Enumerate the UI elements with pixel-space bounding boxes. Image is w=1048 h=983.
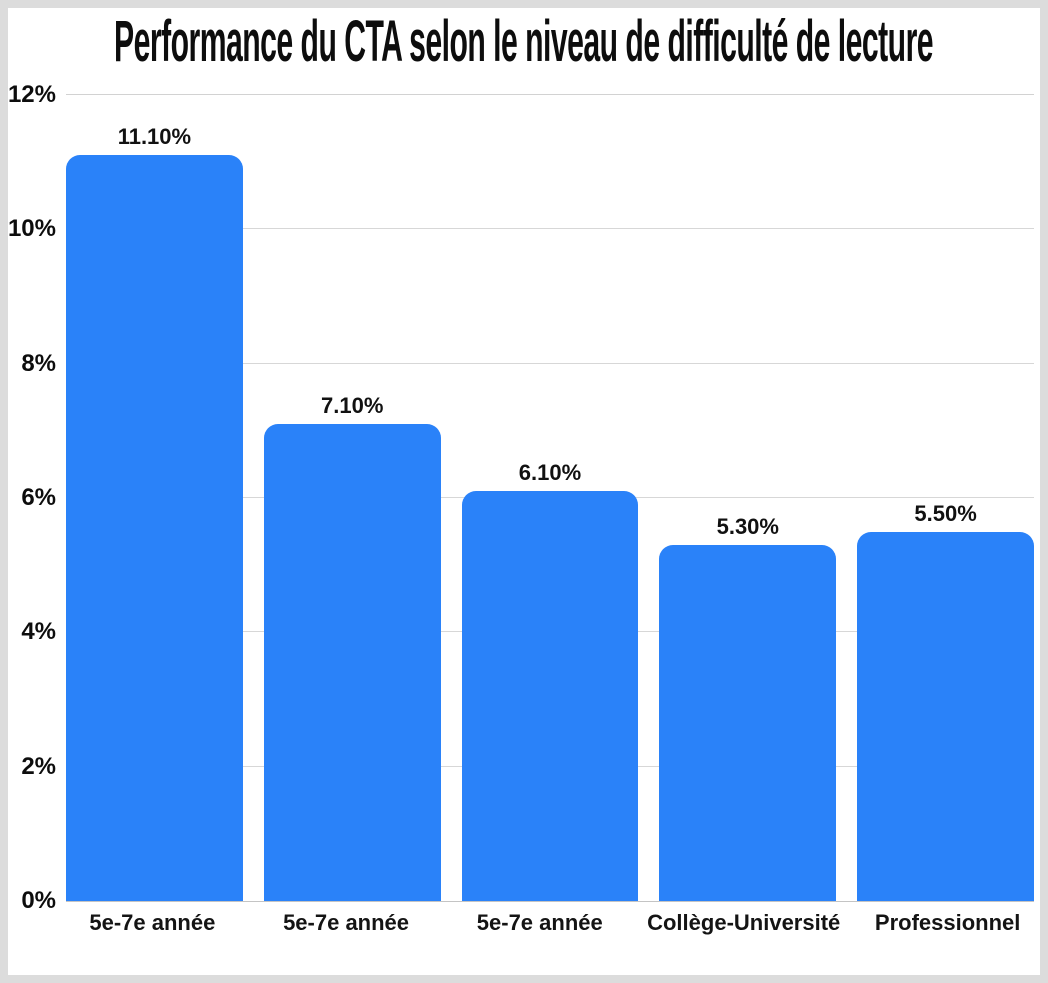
bars-container: 11.10% 7.10% 6.10% 5.30% 5.50% [66,95,1034,901]
x-tick-label-2: 5e-7e année [283,910,410,935]
bar-4 [659,545,837,901]
bar-value-label-3: 6.10% [518,460,582,486]
gridline-12% [66,94,1034,95]
chart-title: Performance du CTA selon le niveau de di… [8,8,1040,74]
bar-value-label-2: 7.10% [321,393,384,419]
x-tick-label-5: Professionnel [874,910,1021,935]
y-tick-label-2%: 2% [21,752,56,780]
gridline-10% [66,228,1034,230]
bar-2 [263,424,441,901]
x-axis-baseline [66,901,1034,902]
x-axis: 5e-7e année 5e-7e année 5e-7e année Collège… [66,909,1034,937]
x-tick-label-1: 5e-7e année [89,910,216,935]
bar-value-label-4: 5.30% [716,514,779,540]
bar-3 [461,491,639,901]
plot-area: 11.10% 7.10% 6.10% 5.30% 5.50% [66,94,1034,902]
bar-value-label-5: 5.50% [914,500,977,526]
chart-title-text: Performance du CTA selon le niveau de di… [114,8,934,74]
y-tick-label-8%: 8% [21,349,56,377]
x-tick-label-4: Collège-Université [647,910,841,935]
y-tick-label-10%: 10% [7,215,56,243]
bar-group-5: 5.50% [857,95,1034,901]
y-tick-label-12%: 12% [7,81,56,108]
y-tick-label-4%: 4% [21,618,56,646]
bar-group-3: 6.10% [461,95,639,901]
bar-1 [66,155,243,901]
bar-group-1: 11.10% [66,95,243,901]
y-axis: 0% 2% 4% 6% 8% 10% 12% [0,83,56,913]
x-tick-label-3: 5e-7e année [476,910,603,935]
y-tick-label-0%: 0% [21,887,56,914]
y-tick-label-6%: 6% [21,484,56,511]
bar-group-2: 7.10% [263,95,441,901]
bar-value-label-1: 11.10% [117,124,192,150]
bar-5 [857,531,1034,901]
bar-group-4: 5.30% [659,95,837,901]
gridline-8% [66,362,1034,364]
